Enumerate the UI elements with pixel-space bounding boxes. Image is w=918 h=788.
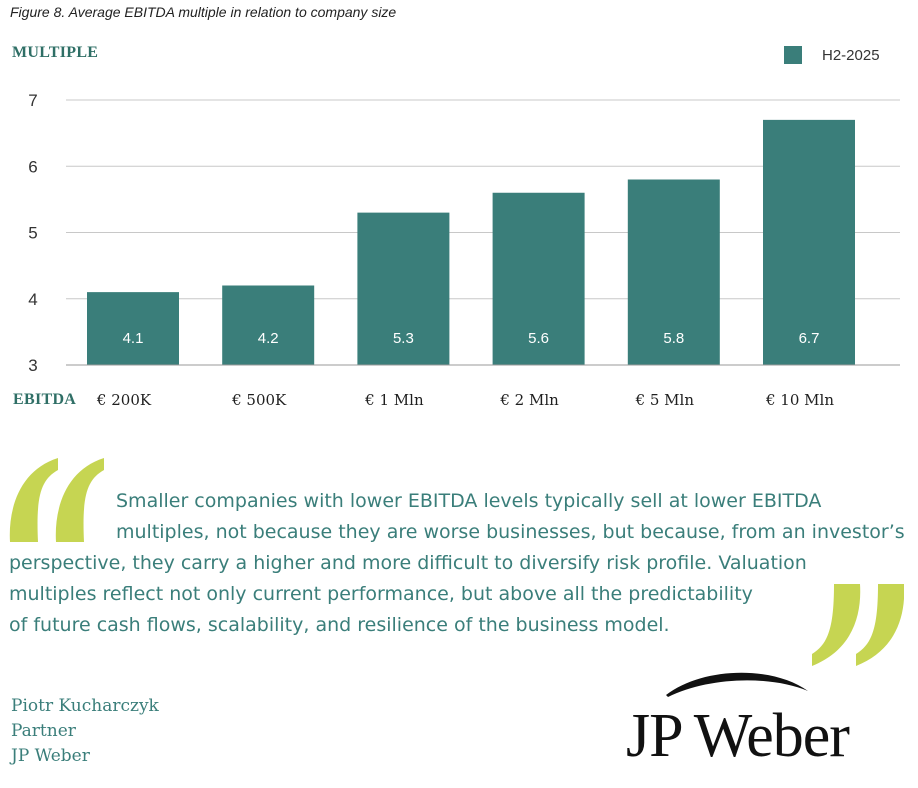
y-tick-label: 6	[28, 157, 37, 176]
signature: Piotr Kucharczyk Partner JP Weber	[11, 694, 159, 769]
y-axis-title: MULTIPLE	[12, 44, 99, 61]
bar-value-label: 4.2	[258, 330, 279, 347]
bar-value-label: 5.8	[663, 330, 684, 347]
x-tick-label: € 10 Mln	[765, 391, 834, 409]
x-tick-label: € 1 Mln	[364, 391, 424, 409]
arc-swoosh-icon	[666, 672, 808, 697]
quote-line: of future cash flows, scalability, and r…	[9, 614, 670, 636]
jp-weber-logo: JP Weber	[626, 665, 916, 780]
bar	[492, 192, 585, 365]
figure-title: Figure 8. Average EBITDA multiple in rel…	[10, 4, 397, 20]
x-tick-label: € 2 Mln	[499, 391, 559, 409]
legend-swatch	[784, 46, 802, 64]
y-tick-label: 5	[28, 224, 37, 243]
quote-line: perspective, they carry a higher and mor…	[9, 552, 807, 574]
close-quote-icon	[812, 584, 904, 666]
x-tick-label: € 200K	[96, 391, 152, 409]
legend-label: H2-2025	[822, 46, 880, 64]
bar-value-label: 4.1	[123, 330, 144, 347]
quote-line: multiples reflect not only current perfo…	[9, 583, 753, 605]
signature-role: Partner	[11, 721, 76, 741]
bar	[763, 119, 855, 365]
x-tick-label: € 5 Mln	[635, 391, 695, 409]
logo-text: JP Weber	[626, 702, 850, 770]
bar	[357, 212, 450, 365]
signature-company: JP Weber	[11, 746, 90, 766]
bar	[627, 179, 720, 365]
y-tick-label: 7	[28, 91, 37, 110]
bar-chart: 3 4 5 6 7 4.1 € 200K 4.2 € 500K 5.3 € 1 Mln 5.6 € 2 …	[28, 91, 900, 409]
bar	[87, 292, 179, 365]
y-tick-label: 3	[28, 356, 37, 375]
x-tick-label: € 500K	[231, 391, 287, 409]
bar-value-label: 6.7	[799, 330, 820, 347]
quote-line: multiples, not because they are worse bu…	[116, 521, 905, 543]
open-quote-icon	[9, 458, 104, 542]
y-tick-label: 4	[28, 290, 37, 309]
signature-name: Piotr Kucharczyk	[11, 696, 159, 716]
chart-legend: H2-2025	[784, 46, 880, 64]
bar-value-label: 5.6	[528, 330, 549, 347]
x-axis-title: EBITDA	[13, 391, 77, 408]
quote-line: Smaller companies with lower EBITDA leve…	[116, 490, 822, 512]
bar-value-label: 5.3	[393, 330, 414, 347]
bar	[222, 285, 315, 365]
